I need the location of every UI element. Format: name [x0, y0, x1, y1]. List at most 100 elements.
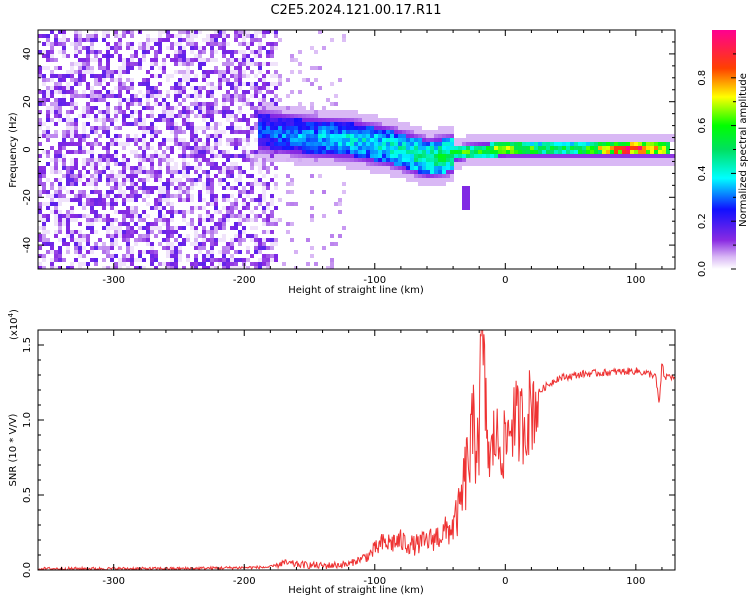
heatmap-cell: [102, 110, 106, 114]
heatmap-cell: [266, 218, 270, 222]
heatmap-cell: [210, 214, 214, 218]
heatmap-cell: [566, 138, 570, 142]
heatmap-cell: [222, 250, 226, 254]
heatmap-cell: [318, 138, 322, 142]
heatmap-cell: [62, 146, 66, 150]
heatmap-cell: [622, 150, 626, 154]
heatmap-cell: [202, 114, 206, 118]
heatmap-cell: [166, 182, 170, 186]
heatmap-cell: [206, 146, 210, 150]
heatmap-cell: [534, 154, 538, 158]
heatmap-cell: [82, 130, 86, 134]
heatmap-cell: [238, 222, 242, 226]
heatmap-cell: [194, 226, 198, 230]
heatmap-cell: [182, 170, 186, 174]
heatmap-cell: [538, 154, 542, 158]
heatmap-cell: [386, 146, 390, 150]
heatmap-cell: [346, 158, 350, 162]
heatmap-cell: [658, 142, 662, 146]
heatmap-cell: [578, 150, 582, 154]
heatmap-cell: [78, 142, 82, 146]
heatmap-cell: [318, 86, 322, 90]
heatmap-cell: [222, 50, 226, 54]
heatmap-cell: [174, 34, 178, 38]
heatmap-cell: [606, 138, 610, 142]
heatmap-cell: [58, 98, 62, 102]
heatmap-cell: [482, 162, 486, 166]
heatmap-cell: [274, 30, 278, 34]
heatmap-cell: [78, 58, 82, 62]
heatmap-cell: [434, 170, 438, 174]
heatmap-cell: [38, 206, 42, 210]
heatmap-cell: [246, 66, 250, 70]
heatmap-cell: [170, 110, 174, 114]
heatmap-cell: [474, 146, 478, 150]
heatmap-cell: [58, 150, 62, 154]
heatmap-cell: [642, 150, 646, 154]
heatmap-cell: [190, 50, 194, 54]
heatmap-cell: [190, 146, 194, 150]
heatmap-cell: [54, 66, 58, 70]
heatmap-cell: [250, 182, 254, 186]
heatmap-cell: [154, 222, 158, 226]
heatmap-cell: [326, 130, 330, 134]
heatmap-cell: [322, 246, 326, 250]
heatmap-cell: [114, 162, 118, 166]
heatmap-cell: [178, 198, 182, 202]
heatmap-cell: [270, 106, 274, 110]
heatmap-cell: [398, 134, 402, 138]
heatmap-cell: [138, 66, 142, 70]
heatmap-cell: [278, 114, 282, 118]
heatmap-cell: [62, 218, 66, 222]
heatmap-cell: [166, 102, 170, 106]
heatmap-cell: [358, 118, 362, 122]
heatmap-cell: [194, 262, 198, 266]
heatmap-cell: [426, 130, 430, 134]
colorbar-tick-label: 0.2: [697, 213, 708, 229]
heatmap-cell: [42, 166, 46, 170]
heatmap-cell: [330, 242, 334, 246]
heatmap-cell: [230, 206, 234, 210]
heatmap-cell: [78, 38, 82, 42]
heatmap-cell: [326, 126, 330, 130]
heatmap-cell: [94, 54, 98, 58]
heatmap-cell: [626, 146, 630, 150]
heatmap-cell: [190, 86, 194, 90]
heatmap-cell: [146, 194, 150, 198]
heatmap-cell: [66, 170, 70, 174]
heatmap-cell: [286, 126, 290, 130]
heatmap-cell: [366, 166, 370, 170]
heatmap-cell: [166, 78, 170, 82]
heatmap-cell: [234, 250, 238, 254]
heatmap-cell: [194, 78, 198, 82]
heatmap-cell: [606, 142, 610, 146]
heatmap-cell: [54, 206, 58, 210]
heatmap-cell: [54, 194, 58, 198]
heatmap-cell: [106, 54, 110, 58]
heatmap-cell: [158, 66, 162, 70]
heatmap-cell: [114, 230, 118, 234]
heatmap-cell: [74, 162, 78, 166]
heatmap-cell: [462, 138, 466, 142]
heatmap-cell: [74, 250, 78, 254]
heatmap-cell: [250, 238, 254, 242]
heatmap-cell: [118, 110, 122, 114]
heatmap-cell: [210, 42, 214, 46]
heatmap-cell: [346, 118, 350, 122]
x-tick-label: -300: [102, 576, 125, 587]
heatmap-cell: [202, 198, 206, 202]
heatmap-cell: [482, 158, 486, 162]
heatmap-cell: [426, 158, 430, 162]
heatmap-cell: [122, 190, 126, 194]
heatmap-cell: [250, 218, 254, 222]
heatmap-cell: [370, 170, 374, 174]
heatmap-cell: [602, 142, 606, 146]
heatmap-cell: [350, 142, 354, 146]
heatmap-cell: [242, 130, 246, 134]
heatmap-cell: [658, 146, 662, 150]
heatmap-cell: [178, 46, 182, 50]
heatmap-cell: [342, 138, 346, 142]
heatmap-cell: [182, 138, 186, 142]
heatmap-cell: [354, 154, 358, 158]
heatmap-cell: [146, 226, 150, 230]
